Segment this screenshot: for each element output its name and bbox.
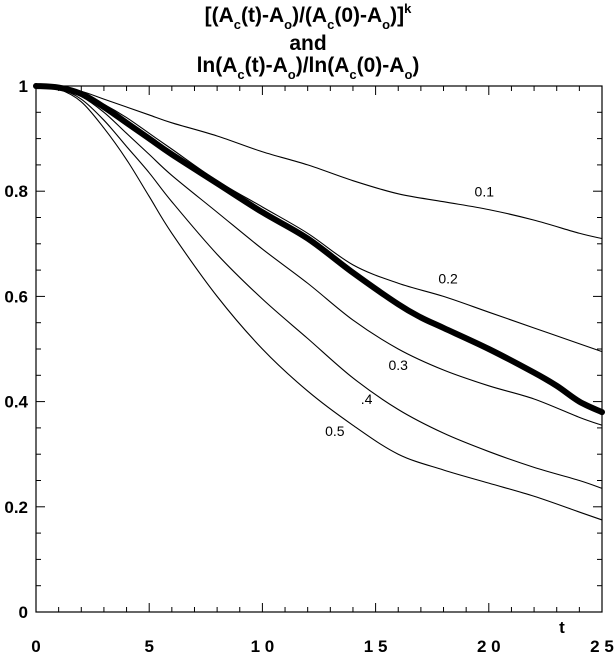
series-labels: 0.1 0.2 0.3 .4 0.5 (325, 183, 494, 438)
x-axis-label: t (559, 618, 565, 637)
y-tick-label: 0 (19, 603, 28, 622)
series-label: 0.5 (325, 423, 345, 439)
x-tick-label: 2 5 (590, 637, 614, 654)
title-line-2: and (289, 32, 326, 55)
series-line-4 (35, 85, 603, 489)
y-tick-label: 0.8 (4, 182, 28, 201)
x-tick-label: 1 0 (251, 637, 275, 654)
y-tick-label: 1 (19, 77, 28, 96)
y-axis-ticks: 0 0.2 0.4 0.6 0.8 1 (4, 77, 602, 622)
x-tick-label: 5 (144, 637, 153, 654)
y-tick-label: 0.2 (4, 498, 28, 517)
series-line-03 (35, 85, 603, 426)
x-tick-label: 2 0 (477, 637, 501, 654)
title-line-1: [(Ac(t)-Ao)/(Ac(0)-Ao)]k (205, 1, 413, 32)
series-label: 0.2 (438, 270, 458, 286)
y-tick-label: 0.6 (4, 287, 28, 306)
series-label: 0.1 (475, 183, 495, 199)
x-tick-label: 0 (31, 637, 40, 654)
x-tick-label: 1 5 (364, 637, 388, 654)
series-lines (33, 83, 605, 521)
series-line-02 (35, 85, 603, 353)
title-line-3: ln(Ac(t)-Ao)/ln(Ac(0)-Ao) (197, 54, 420, 82)
chart-title: [(Ac(t)-Ao)/(Ac(0)-Ao)]kandln(Ac(t)-Ao)/… (197, 1, 420, 82)
x-axis-ticks: 0 5 1 0 1 5 2 0 2 5 (31, 86, 614, 654)
series-line-bold (33, 83, 605, 416)
series-line-01 (35, 85, 603, 240)
series-label: 0.3 (389, 357, 409, 373)
y-tick-label: 0.4 (4, 393, 28, 412)
series-line-05 (35, 85, 603, 521)
series-label: .4 (361, 391, 373, 407)
